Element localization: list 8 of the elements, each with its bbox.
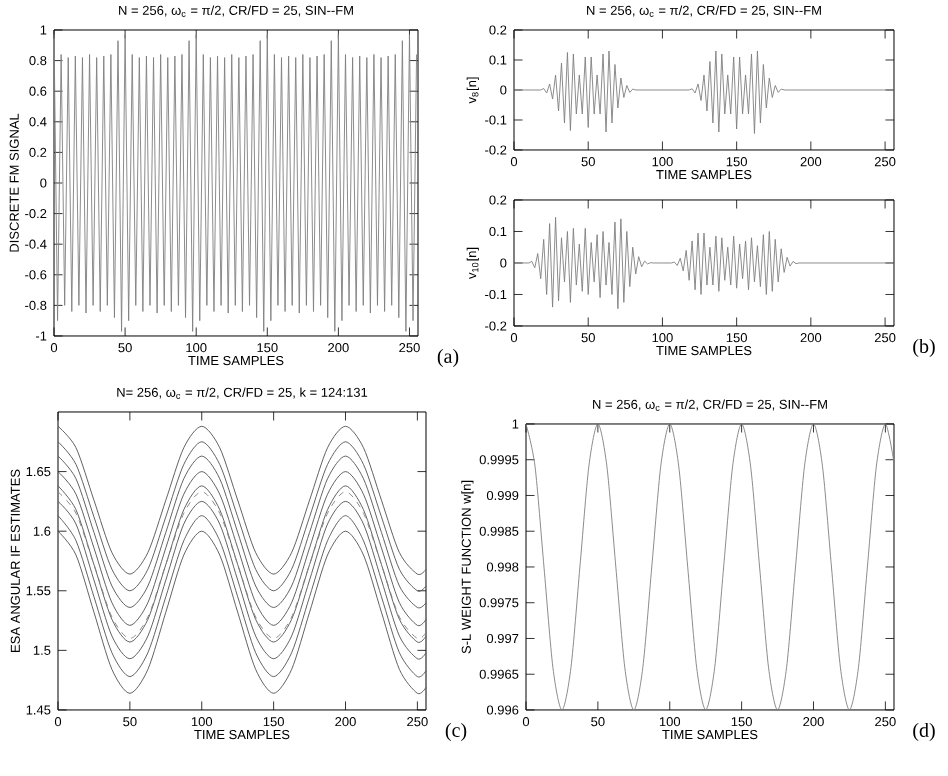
text: (d) (913, 722, 935, 742)
text: (a) (437, 348, 459, 368)
line-series (513, 50, 895, 134)
text: (c) (445, 722, 467, 742)
line-series (525, 423, 895, 711)
text: (b) (913, 338, 935, 358)
line-series (57, 425, 427, 575)
line-series (53, 34, 418, 332)
